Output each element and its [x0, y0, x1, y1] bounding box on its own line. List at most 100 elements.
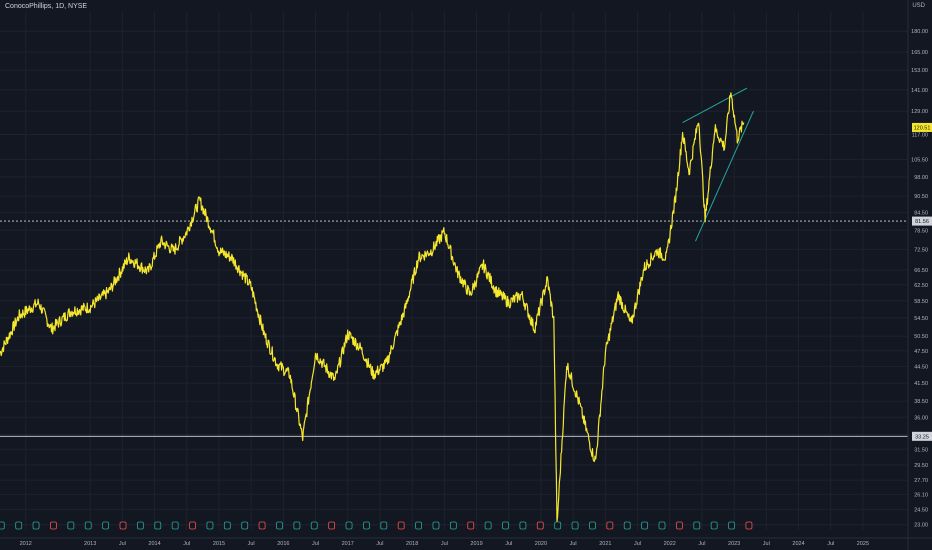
x-tick-label: 2025: [857, 541, 869, 547]
price-axis[interactable]: 180.00 165.00 153.00 141.00 129.00 117.00 105.…: [907, 0, 928, 550]
dividend-marker: [67, 521, 75, 530]
x-tick-label: 2019: [470, 541, 482, 547]
dividend-marker: [276, 521, 283, 530]
earnings-marker: [189, 521, 196, 530]
y-tick-label: 47.50: [914, 349, 928, 355]
dividend-marker: [728, 521, 735, 530]
y-tick-label: 24.50: [914, 508, 928, 514]
trendline-upper: [682, 87, 748, 123]
dividend-marker: [502, 521, 509, 530]
x-tick-label: Jul: [505, 541, 512, 547]
dividend-marker: [449, 521, 457, 530]
dividend-marker: [102, 521, 110, 530]
price-labels: 120.51 81.56 33.25: [912, 122, 932, 441]
dividend-marker: [641, 521, 649, 530]
dividend-marker: [710, 521, 718, 530]
last-price-label-box: [912, 122, 932, 132]
y-tick-label: 38.50: [914, 399, 928, 405]
y-tick-label: 72.50: [914, 247, 928, 253]
dividend-marker: [345, 521, 353, 530]
x-tick-label: Jul: [570, 541, 577, 547]
x-tick-label: Jul: [312, 541, 319, 547]
x-tick-label: 2018: [406, 541, 418, 547]
y-tick-label: 44.50: [914, 364, 928, 370]
earnings-marker: [745, 521, 753, 530]
x-tick-label: 2020: [535, 541, 547, 547]
y-tick-label: 23.00: [914, 523, 928, 529]
dividend-marker: [693, 521, 701, 530]
x-tick-label: 2015: [213, 541, 225, 547]
x-tick-label: 2022: [664, 541, 676, 547]
dividend-marker: [519, 521, 527, 530]
event-markers: [0, 521, 753, 530]
x-tick-label: Jul: [376, 541, 383, 547]
y-tick-label: 98.00: [914, 175, 928, 181]
y-tick-label: 90.50: [914, 194, 928, 200]
earnings-marker: [258, 521, 266, 530]
hline-lower-label: 33.25: [915, 434, 929, 440]
chart-grid: [0, 12, 908, 530]
y-tick-label: 58.50: [914, 299, 928, 305]
y-tick-label: 129.00: [911, 109, 928, 115]
earnings-marker: [397, 521, 405, 530]
x-tick-label: Jul: [698, 541, 705, 547]
earnings-marker: [606, 521, 614, 530]
x-tick-label: Jul: [441, 541, 448, 547]
y-tick-label: 66.50: [914, 268, 928, 274]
y-tick-label: 84.50: [914, 211, 928, 217]
x-tick-label: Jul: [248, 541, 255, 547]
dividend-marker: [484, 521, 492, 530]
x-tick-label: Jul: [827, 541, 834, 547]
y-tick-label: 54.50: [914, 316, 928, 322]
y-tick-label: 117.00: [912, 133, 928, 139]
earnings-marker: [675, 521, 683, 530]
y-tick-label: 36.00: [914, 415, 928, 421]
dividend-marker: [310, 521, 318, 530]
dividend-marker: [415, 521, 422, 530]
dividend-marker: [241, 521, 249, 530]
dividend-marker: [571, 521, 579, 530]
hline-upper-label: 81.56: [915, 219, 929, 225]
x-tick-label: Jul: [183, 541, 190, 547]
dividend-marker: [432, 521, 440, 530]
dividend-marker: [32, 521, 40, 530]
x-tick-label: 2014: [148, 541, 160, 547]
price-line: [0, 92, 745, 523]
x-tick-label: 2016: [277, 541, 289, 547]
x-tick-label: 2021: [599, 541, 611, 547]
horizontal-lines: [0, 220, 908, 437]
x-tick-label: 2013: [84, 541, 96, 547]
y-tick-label: 105.50: [911, 157, 928, 163]
dividend-marker: [554, 521, 562, 530]
earnings-marker: [328, 521, 336, 530]
y-tick-label: 78.50: [914, 228, 928, 234]
y-tick-label: 62.50: [914, 283, 928, 289]
y-tick-label: 141.00: [911, 88, 928, 94]
dividend-marker: [589, 521, 596, 530]
dividend-marker: [84, 521, 92, 530]
last-price-label: 120.51: [914, 125, 931, 131]
y-tick-label: 31.50: [914, 447, 928, 453]
price-series: [0, 92, 745, 523]
earnings-marker: [50, 521, 57, 530]
dividend-marker: [15, 521, 23, 530]
time-axis[interactable]: 2012 2013 Jul 2014 Jul 2015 Jul 2016 Jul 2017 Jul 2…: [0, 537, 932, 547]
x-tick-label: 2017: [342, 541, 354, 547]
dividend-marker: [293, 521, 301, 530]
dividend-marker: [206, 521, 214, 530]
dividend-marker: [136, 521, 144, 530]
dividend-marker: [623, 521, 631, 530]
x-tick-label: Jul: [119, 541, 126, 547]
dividend-marker: [363, 521, 370, 530]
y-tick-label: 165.00: [911, 50, 928, 56]
x-tick-label: Jul: [634, 541, 641, 547]
symbol-title: ConocoPhillips, 1D, NYSE: [5, 3, 88, 10]
dividend-marker: [658, 521, 666, 530]
earnings-marker: [119, 521, 127, 530]
x-tick-label: 2023: [728, 541, 740, 547]
y-tick-label: 50.50: [914, 334, 928, 340]
hline-upper-label-box: [912, 216, 932, 226]
earnings-marker: [536, 521, 544, 530]
earnings-marker: [467, 521, 475, 530]
